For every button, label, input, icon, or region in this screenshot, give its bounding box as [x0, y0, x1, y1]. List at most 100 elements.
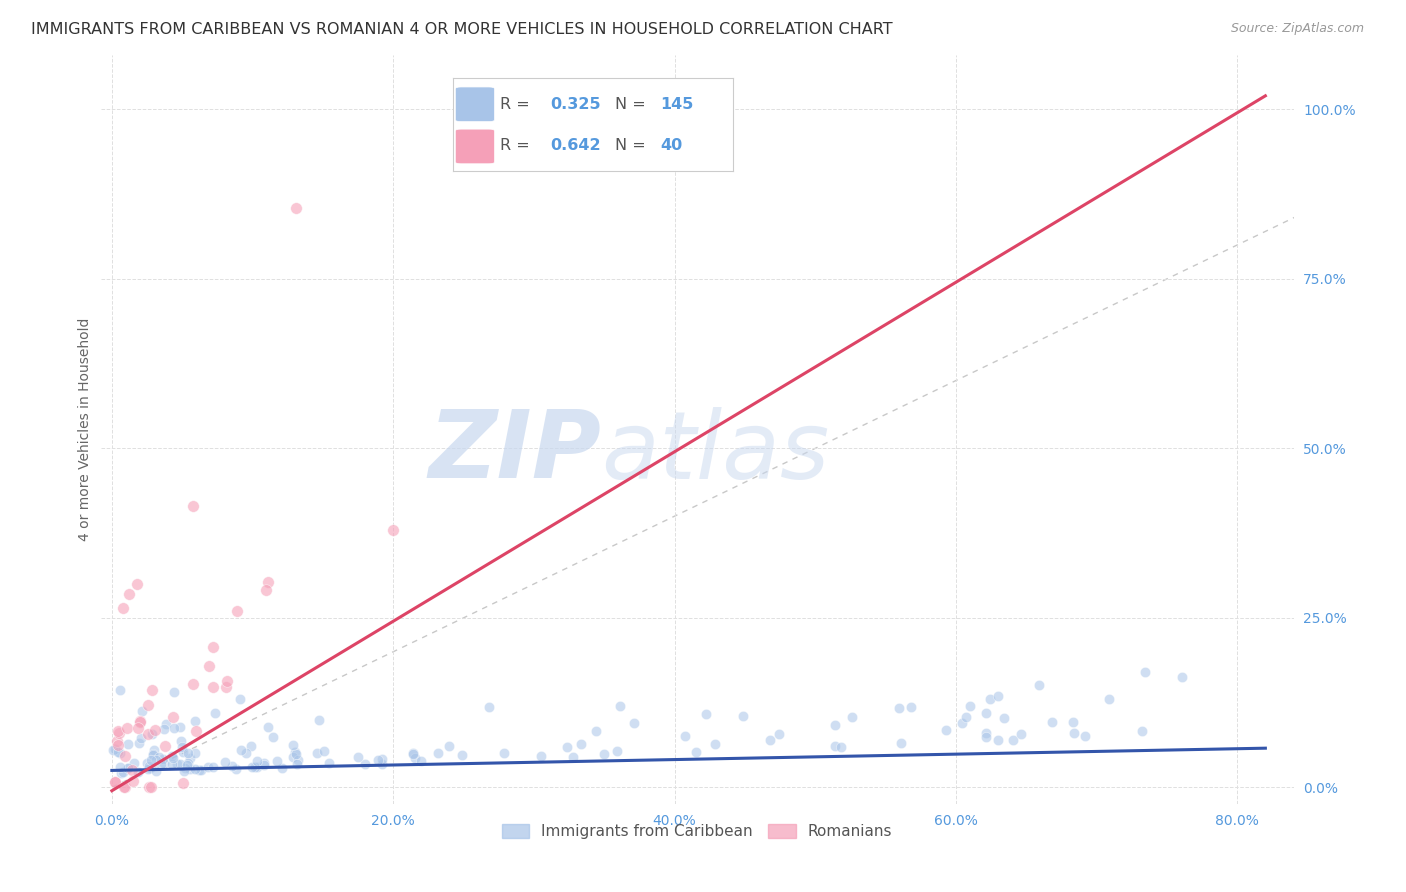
Point: [201, 680, 224, 694]
Point: [184, 724, 207, 739]
Point: [606, 744, 628, 758]
Point: [118, 587, 141, 601]
Point: [143, 742, 166, 756]
Point: [492, 747, 515, 761]
Point: [242, 759, 264, 773]
Point: [229, 692, 252, 706]
Point: [555, 740, 578, 755]
Point: [704, 738, 727, 752]
Point: [308, 713, 330, 727]
Point: [145, 753, 167, 767]
Point: [1074, 729, 1097, 743]
Point: [695, 707, 717, 722]
Point: [271, 760, 294, 774]
Point: [402, 747, 425, 761]
Point: [830, 739, 852, 754]
Text: IMMIGRANTS FROM CARIBBEAN VS ROMANIAN 4 OR MORE VEHICLES IN HOUSEHOLD CORRELATIO: IMMIGRANTS FROM CARIBBEAN VS ROMANIAN 4 …: [31, 22, 893, 37]
Point: [229, 743, 252, 757]
Point: [1001, 733, 1024, 747]
Point: [1062, 715, 1084, 730]
Point: [253, 757, 276, 772]
Point: [128, 736, 150, 750]
Point: [243, 760, 266, 774]
Point: [214, 755, 236, 769]
Point: [285, 201, 308, 215]
Point: [225, 762, 247, 776]
Point: [107, 738, 129, 752]
Point: [131, 731, 153, 745]
Point: [478, 700, 501, 714]
Point: [152, 752, 174, 766]
Point: [285, 747, 308, 762]
Point: [136, 756, 159, 770]
Point: [993, 711, 1015, 725]
Point: [955, 710, 977, 724]
Point: [114, 780, 136, 794]
Point: [181, 677, 204, 691]
Point: [153, 739, 176, 753]
Point: [217, 674, 239, 689]
Point: [184, 746, 207, 760]
Point: [226, 604, 249, 618]
Point: [305, 747, 328, 761]
Point: [353, 756, 375, 771]
Point: [127, 721, 149, 735]
Point: [935, 723, 957, 737]
Point: [1028, 678, 1050, 692]
Point: [183, 499, 205, 513]
Point: [112, 780, 135, 794]
Point: [404, 751, 426, 765]
Point: [122, 773, 145, 788]
Point: [202, 640, 225, 655]
Point: [131, 704, 153, 718]
Point: [673, 729, 696, 743]
Point: [127, 577, 149, 591]
Point: [569, 737, 592, 751]
Point: [153, 756, 176, 770]
Point: [139, 761, 162, 775]
Point: [107, 746, 129, 760]
Point: [162, 685, 184, 699]
Point: [108, 760, 131, 774]
Point: [104, 774, 127, 789]
Point: [173, 764, 195, 778]
Point: [759, 732, 782, 747]
Point: [177, 756, 200, 771]
Point: [155, 717, 177, 731]
Point: [139, 753, 162, 767]
Point: [254, 582, 277, 597]
Point: [427, 746, 450, 760]
Point: [1040, 715, 1063, 730]
Point: [108, 683, 131, 698]
Point: [346, 750, 368, 764]
Point: [190, 763, 212, 777]
Point: [122, 756, 145, 770]
Point: [111, 765, 134, 780]
Point: [1098, 691, 1121, 706]
Point: [141, 780, 163, 794]
Point: [176, 757, 198, 772]
Point: [142, 747, 165, 762]
Point: [585, 723, 607, 738]
Point: [281, 738, 304, 752]
Point: [166, 756, 188, 771]
Legend: Immigrants from Caribbean, Romanians: Immigrants from Caribbean, Romanians: [495, 818, 898, 846]
Text: ZIP: ZIP: [429, 406, 602, 499]
Point: [184, 714, 207, 729]
Point: [115, 721, 138, 735]
Point: [197, 760, 219, 774]
Point: [136, 762, 159, 776]
Point: [841, 710, 863, 724]
Point: [136, 727, 159, 741]
Point: [371, 756, 394, 771]
Point: [107, 724, 129, 739]
Point: [974, 706, 997, 721]
Point: [201, 760, 224, 774]
Point: [1130, 723, 1153, 738]
Point: [245, 760, 267, 774]
Point: [179, 762, 201, 776]
Point: [128, 714, 150, 729]
Point: [266, 755, 288, 769]
Point: [145, 723, 167, 737]
Point: [138, 780, 160, 794]
